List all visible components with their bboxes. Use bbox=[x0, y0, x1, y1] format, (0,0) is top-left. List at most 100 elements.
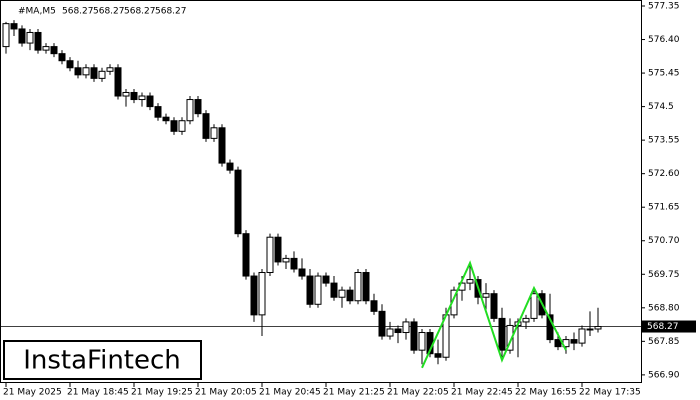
candle-body bbox=[210, 127, 218, 139]
candle-body bbox=[370, 300, 378, 312]
x-tick-label: 21 May 21:25 bbox=[323, 388, 385, 398]
x-tick-label: 22 May 16:55 bbox=[515, 388, 577, 398]
candle-body bbox=[250, 275, 258, 316]
candle-body bbox=[434, 353, 442, 358]
candle-body bbox=[578, 328, 586, 344]
candle-body bbox=[530, 293, 538, 319]
candle-body bbox=[402, 321, 410, 334]
x-tick-label: 21 May 2025 bbox=[3, 388, 62, 398]
y-tick-label: 574.5 bbox=[648, 102, 674, 112]
candle-body bbox=[290, 257, 298, 270]
x-tick-label: 21 May 20:45 bbox=[259, 388, 321, 398]
plot-frame bbox=[0, 0, 642, 383]
candle-body bbox=[90, 67, 98, 79]
candle-body bbox=[50, 46, 58, 55]
candle-body bbox=[394, 328, 402, 334]
price-label-box bbox=[642, 320, 696, 333]
y-tick-label: 568.80 bbox=[648, 303, 680, 313]
x-tick-label: 21 May 18:45 bbox=[67, 388, 129, 398]
candle-body bbox=[266, 236, 274, 274]
candle-body bbox=[498, 317, 506, 351]
candle-body bbox=[386, 328, 394, 337]
candle-body bbox=[186, 99, 194, 122]
price-label: 568.27 bbox=[647, 322, 679, 332]
candle-body bbox=[10, 23, 18, 30]
candle-body bbox=[322, 275, 330, 284]
candle-body bbox=[218, 127, 226, 164]
candle-body bbox=[554, 339, 562, 348]
candle-body bbox=[106, 67, 114, 72]
candle-body bbox=[98, 70, 106, 79]
candle-body bbox=[258, 272, 266, 316]
candle-body bbox=[66, 60, 74, 69]
candle-body bbox=[122, 91, 130, 97]
candle-body bbox=[410, 321, 418, 351]
candle-body bbox=[170, 120, 178, 132]
y-tick-label: 575.45 bbox=[648, 69, 680, 79]
candle-body bbox=[130, 91, 138, 101]
candle-body bbox=[178, 120, 186, 132]
candle-body bbox=[82, 67, 90, 76]
x-tick-label: 21 May 22:45 bbox=[451, 388, 513, 398]
y-tick-label: 567.85 bbox=[648, 337, 680, 347]
candle-body bbox=[242, 233, 250, 277]
candle-body bbox=[234, 169, 242, 235]
x-tick-label: 21 May 20:05 bbox=[195, 388, 257, 398]
header-value: 568.27 bbox=[62, 7, 94, 17]
y-tick-label: 573.55 bbox=[648, 136, 680, 146]
candle-body bbox=[546, 314, 554, 341]
candle-body bbox=[282, 257, 290, 263]
y-tick-label: 572.60 bbox=[648, 169, 680, 179]
candle-body bbox=[418, 332, 426, 351]
candle-body bbox=[146, 95, 154, 108]
x-tick-label: 22 May 17:35 bbox=[579, 388, 641, 398]
y-tick-label: 577.35 bbox=[648, 2, 680, 12]
logo: InstaFintech bbox=[23, 346, 181, 376]
candle-body bbox=[354, 272, 362, 302]
header-value: 568.27 bbox=[155, 7, 187, 17]
x-tick-label: 21 May 19:25 bbox=[131, 388, 193, 398]
y-tick-label: 571.65 bbox=[648, 203, 680, 213]
candle-body bbox=[330, 282, 338, 298]
candle-body bbox=[482, 293, 490, 298]
candle-body bbox=[274, 236, 282, 263]
candle-body bbox=[162, 116, 170, 122]
y-tick-label: 576.40 bbox=[648, 35, 680, 45]
candle-body bbox=[154, 106, 162, 118]
candle-body bbox=[506, 324, 514, 351]
candle-body bbox=[522, 317, 530, 323]
candle-body bbox=[114, 67, 122, 97]
candle-body bbox=[202, 113, 210, 139]
candle-body bbox=[26, 31, 34, 44]
pattern-line bbox=[421, 260, 567, 369]
candle-body bbox=[338, 289, 346, 298]
candle-body bbox=[194, 99, 202, 115]
candle-body bbox=[378, 310, 386, 337]
header-value: 568.27 bbox=[93, 7, 125, 17]
candle-body bbox=[490, 293, 498, 319]
symbol: #MA,M5 bbox=[18, 7, 56, 17]
candle-body bbox=[58, 53, 66, 62]
y-tick-label: 570.70 bbox=[648, 236, 680, 246]
candle-body bbox=[586, 328, 594, 331]
candle-body bbox=[570, 339, 578, 344]
y-tick-label: 569.75 bbox=[648, 270, 680, 280]
candle-body bbox=[314, 275, 322, 305]
y-tick-label: 566.90 bbox=[648, 370, 680, 380]
candle-body bbox=[34, 31, 42, 51]
candle-body bbox=[306, 275, 314, 305]
candle-body bbox=[2, 23, 10, 48]
candle-body bbox=[18, 28, 26, 44]
logo-box bbox=[3, 340, 202, 380]
candle-body bbox=[74, 67, 82, 76]
candle-body bbox=[42, 46, 50, 51]
header-values: 568.27 568.27 568.27 568.27 bbox=[62, 7, 187, 17]
candle-body bbox=[466, 279, 474, 284]
candle-body bbox=[298, 268, 306, 277]
header-value: 568.27 bbox=[124, 7, 156, 17]
candle-body bbox=[346, 289, 354, 302]
candle-body bbox=[138, 95, 146, 101]
plot bbox=[0, 20, 641, 369]
candle-body bbox=[226, 162, 234, 171]
